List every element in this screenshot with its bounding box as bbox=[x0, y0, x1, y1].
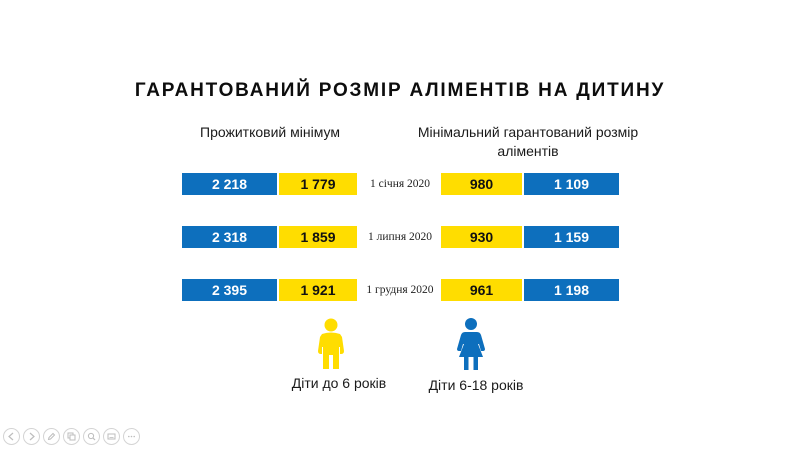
slides-icon[interactable] bbox=[63, 428, 80, 445]
alimony-older-cell: 1 159 bbox=[524, 226, 619, 248]
zoom-icon[interactable] bbox=[83, 428, 100, 445]
pen-icon[interactable] bbox=[43, 428, 60, 445]
more-icon[interactable] bbox=[123, 428, 140, 445]
alimony-older-cell: 1 198 bbox=[524, 279, 619, 301]
date-label: 1 січня 2020 bbox=[369, 178, 431, 190]
living-minimum-young-cell: 1 859 bbox=[279, 226, 357, 248]
date-label: 1 грудня 2020 bbox=[366, 284, 434, 296]
alimony-young-cell: 980 bbox=[441, 173, 522, 195]
previous-icon[interactable] bbox=[3, 428, 20, 445]
table-row: 2 395 1 921 1 грудня 2020 961 1 198 bbox=[0, 279, 800, 301]
date-label: 1 липня 2020 bbox=[368, 231, 432, 243]
living-minimum-young-cell: 1 921 bbox=[279, 279, 357, 301]
presentation-toolbar bbox=[0, 428, 140, 448]
next-icon[interactable] bbox=[23, 428, 40, 445]
alimony-young-cell: 930 bbox=[441, 226, 522, 248]
living-minimum-older-cell: 2 395 bbox=[182, 279, 277, 301]
subtitles-icon[interactable] bbox=[103, 428, 120, 445]
young-children-label: Діти до 6 років bbox=[291, 375, 387, 391]
slide-title: ГАРАНТОВАНИЙ РОЗМІР АЛІМЕНТІВ НА ДИТИНУ bbox=[134, 80, 666, 101]
living-minimum-older-cell: 2 218 bbox=[182, 173, 277, 195]
living-minimum-older-cell: 2 318 bbox=[182, 226, 277, 248]
living-minimum-header: Прожитковий мінімум bbox=[200, 124, 340, 140]
alimony-minimum-header: Мінімальний гарантований розмір аліменті… bbox=[417, 124, 639, 159]
older-child-icon bbox=[454, 317, 488, 376]
alimony-young-cell: 961 bbox=[441, 279, 522, 301]
table-row: 2 318 1 859 1 липня 2020 930 1 159 bbox=[0, 226, 800, 248]
alimony-older-cell: 1 109 bbox=[524, 173, 619, 195]
young-child-icon bbox=[316, 317, 346, 376]
table-row: 2 218 1 779 1 січня 2020 980 1 109 bbox=[0, 173, 800, 195]
older-children-label: Діти 6-18 років bbox=[428, 377, 524, 393]
living-minimum-young-cell: 1 779 bbox=[279, 173, 357, 195]
